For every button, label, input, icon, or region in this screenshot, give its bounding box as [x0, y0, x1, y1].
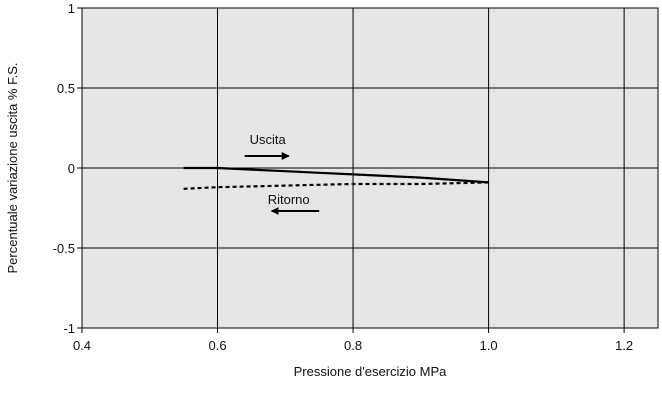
- y-tick-label: 0.5: [57, 81, 75, 96]
- y-axis-label: Percentuale variazione uscita % F.S.: [5, 63, 20, 274]
- y-tick-label: 0: [68, 161, 75, 176]
- series-line-uscita: [183, 166, 489, 184]
- series-lines: [183, 166, 489, 190]
- x-tick-label: 0.8: [344, 338, 362, 353]
- x-axis-label: Pressione d'esercizio MPa: [294, 364, 448, 379]
- x-tick-label: 1.0: [480, 338, 498, 353]
- grid-lines: [82, 8, 658, 328]
- annotation-label-ritorno: Ritorno: [268, 192, 310, 207]
- y-tick-label: 1: [68, 1, 75, 16]
- annotation-label-uscita: Uscita: [250, 132, 287, 147]
- x-tick-label: 0.6: [208, 338, 226, 353]
- series-line-ritorno: [183, 181, 489, 190]
- x-tick-label: 0.4: [73, 338, 91, 353]
- tick-labels: 0.4 0.6 0.8 1.0 1.2 -1 -0.5 0 0.5 1: [53, 1, 634, 353]
- x-tick-label: 1.2: [615, 338, 633, 353]
- annotations: Uscita Ritorno: [244, 132, 320, 215]
- y-tick-label: -1: [63, 321, 75, 336]
- y-tick-label: -0.5: [53, 241, 75, 256]
